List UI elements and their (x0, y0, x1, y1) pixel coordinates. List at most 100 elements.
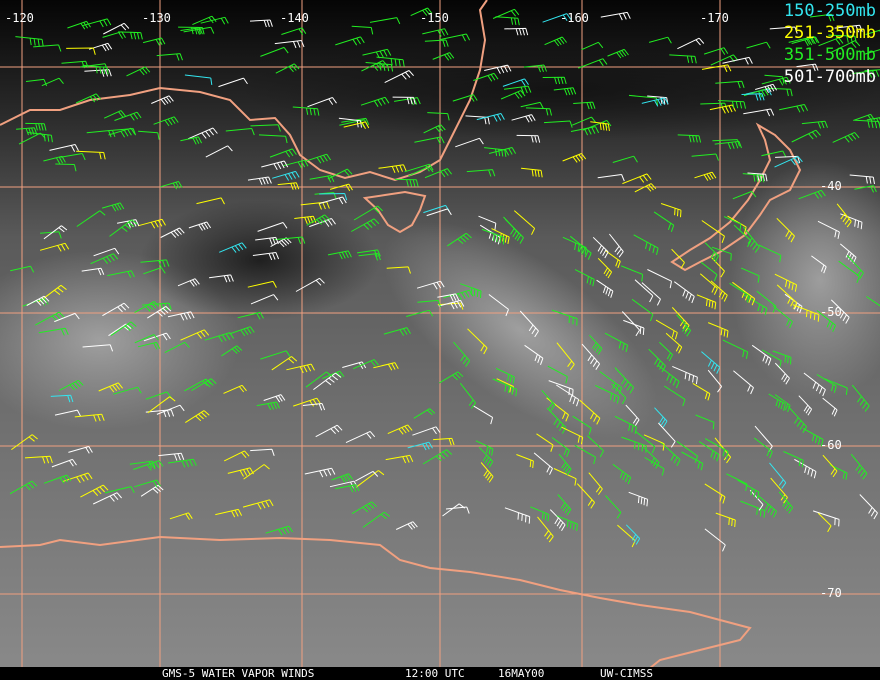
wind-barb (82, 18, 112, 28)
wind-barb (93, 247, 120, 257)
wind-barb (864, 69, 880, 72)
wind-barb (866, 296, 880, 307)
wind-barb (765, 87, 793, 97)
wind-barb (410, 7, 433, 17)
wind-barb (302, 403, 326, 411)
wind-barb (167, 458, 197, 468)
wind-barb (432, 52, 455, 61)
wind-barb (103, 110, 126, 119)
wind-barb (129, 460, 156, 469)
wind-barb (260, 46, 289, 57)
wind-barb (816, 374, 837, 393)
wind-barb (654, 407, 668, 428)
wind-barb (257, 222, 288, 232)
lat-label: -40 (820, 179, 842, 193)
lat-label: -70 (820, 586, 842, 600)
wind-barb (394, 97, 421, 106)
wind-barb (473, 72, 499, 82)
wind-barb (407, 441, 433, 451)
wind-barb (40, 231, 62, 239)
wind-barb (722, 339, 749, 359)
wind-barb (677, 37, 705, 50)
wind-barb (722, 56, 753, 65)
wind-barb (313, 372, 342, 391)
caption-credit: UW-CIMSS (600, 667, 653, 680)
wind-barb (495, 367, 515, 384)
wind-barb (704, 528, 726, 552)
wind-barb (850, 453, 868, 480)
wind-barb (709, 104, 736, 114)
wind-barb (138, 130, 160, 140)
wind-barb (160, 227, 185, 238)
wind-barb (599, 371, 623, 395)
wind-barb (15, 36, 44, 47)
wind-barb (600, 11, 631, 21)
wind-barb (791, 129, 821, 143)
wind-barb (523, 64, 547, 73)
wind-barb (557, 494, 572, 516)
wind-barb (460, 283, 482, 299)
wind-barb (607, 48, 629, 59)
wind-barb (644, 457, 665, 476)
wind-barb (10, 265, 35, 273)
legend-150-250mb: 150-250mb (783, 1, 876, 21)
wind-barb (701, 64, 732, 73)
wind-barb (830, 299, 850, 324)
wind-barb (547, 365, 568, 384)
wind-barb (76, 210, 106, 227)
wind-barb (286, 363, 315, 374)
wind-barb (82, 344, 114, 352)
wind-barb (658, 422, 676, 448)
wind-barb (672, 365, 698, 385)
wind-barb (143, 267, 166, 275)
caption-title: GMS-5 WATER VAPOR WINDS (162, 667, 315, 680)
wind-barb (836, 203, 852, 228)
wind-barb (776, 217, 795, 243)
wind-barb (681, 451, 704, 471)
wind-barb (633, 234, 659, 256)
wind-barb (394, 178, 419, 187)
wind-barb (158, 452, 185, 461)
wind-barb (756, 290, 777, 313)
wind-barb (442, 503, 466, 517)
wind-barb (387, 424, 413, 435)
wind-barb (503, 216, 520, 240)
wind-barb (676, 440, 699, 463)
wind-barb (516, 454, 534, 469)
wind-barb (433, 437, 455, 446)
wind-barb (492, 8, 520, 19)
wind-barb (260, 350, 291, 360)
wind-barb (740, 500, 766, 518)
caption-time: 12:00 UTC (405, 667, 465, 680)
wind-barb (187, 127, 218, 140)
wind-barb (427, 112, 450, 121)
lon-label: -150 (420, 11, 449, 25)
wind-barb (733, 370, 754, 395)
wind-barb (475, 440, 494, 456)
wind-barb (438, 299, 465, 310)
wind-barb (549, 509, 566, 531)
wind-barb (794, 458, 817, 479)
wind-barb (188, 221, 212, 231)
wind-barb (137, 341, 161, 350)
wind-barb (153, 116, 179, 127)
wind-barb (261, 160, 289, 171)
wind-barb (621, 436, 647, 453)
wind-barb (742, 294, 768, 316)
new-zealand-coast (670, 122, 802, 272)
wind-barb (500, 90, 526, 100)
wind-barb (256, 401, 280, 411)
wind-barb (834, 24, 863, 34)
wind-barb (796, 63, 819, 72)
wind-barb (33, 44, 62, 52)
lon-label: -140 (280, 11, 309, 25)
wind-barb (520, 101, 544, 109)
wind-barb (612, 463, 632, 485)
wind-barb (43, 155, 66, 165)
wind-barb (335, 36, 365, 46)
lon-label: -130 (142, 11, 171, 25)
wind-barb (704, 438, 729, 459)
wind-barb (774, 362, 790, 385)
wind-barb (376, 56, 405, 67)
